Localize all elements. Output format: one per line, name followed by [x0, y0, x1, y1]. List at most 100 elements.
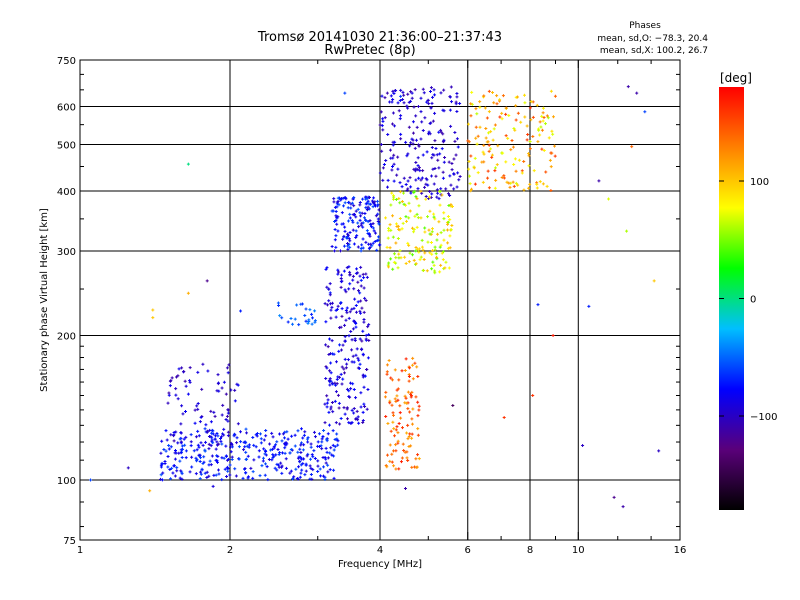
echo-point — [334, 234, 338, 238]
echo-point — [546, 116, 550, 120]
echo-point — [474, 125, 478, 129]
echo-point — [450, 205, 454, 209]
echo-point — [448, 174, 452, 178]
echo-point — [486, 169, 490, 173]
echo-point — [414, 195, 418, 199]
echo-point — [390, 168, 394, 172]
echo-point — [210, 454, 214, 458]
echo-point — [354, 229, 358, 233]
echo-point — [206, 369, 210, 373]
echo-point — [448, 108, 452, 112]
echo-point — [151, 316, 155, 320]
echo-point — [411, 142, 415, 146]
echo-point — [435, 188, 439, 192]
echo-point — [259, 437, 263, 441]
echo-point — [442, 160, 446, 164]
echo-point — [271, 435, 275, 439]
echo-point — [504, 160, 508, 164]
echo-point — [352, 411, 356, 415]
echo-point — [249, 466, 253, 470]
echo-point — [433, 217, 437, 221]
echo-point — [481, 150, 485, 154]
echo-point — [380, 124, 384, 128]
echo-point — [336, 196, 340, 200]
echo-point — [165, 438, 169, 442]
echo-point — [176, 441, 180, 445]
echo-point — [365, 367, 369, 371]
echo-point — [346, 247, 350, 251]
echo-point — [540, 128, 544, 132]
echo-point — [455, 91, 459, 95]
echo-point — [350, 307, 354, 311]
echo-point — [360, 306, 364, 310]
echo-point — [416, 414, 420, 418]
echo-point — [410, 422, 414, 426]
echo-point — [427, 102, 431, 106]
echo-point — [354, 353, 358, 357]
colorbar-label: [deg] — [720, 71, 752, 85]
echo-point — [327, 299, 331, 303]
echo-point — [198, 420, 202, 424]
echo-point — [426, 215, 430, 219]
echo-point — [424, 197, 428, 201]
echo-point — [419, 189, 423, 193]
echo-point — [399, 88, 403, 92]
echo-point — [236, 422, 240, 426]
echo-point — [332, 454, 336, 458]
echo-point — [397, 227, 401, 231]
echo-point — [520, 171, 524, 175]
echo-point — [446, 228, 450, 232]
echo-point — [326, 303, 330, 307]
echo-point — [410, 137, 414, 141]
echo-point — [481, 180, 485, 184]
echo-point — [449, 85, 453, 89]
echo-point — [304, 463, 308, 467]
echo-point — [230, 455, 234, 459]
echo-point — [398, 217, 402, 221]
echo-point — [391, 143, 395, 147]
echo-point — [272, 446, 276, 450]
echo-point — [528, 140, 532, 144]
echo-point — [549, 188, 553, 192]
echo-point — [244, 471, 248, 475]
echo-point — [199, 441, 203, 445]
echo-point — [348, 230, 352, 234]
echo-point — [486, 176, 490, 180]
echo-point — [406, 437, 410, 441]
echo-point — [411, 356, 415, 360]
echo-point — [442, 217, 446, 221]
echo-point — [482, 94, 486, 98]
echo-point — [342, 204, 346, 208]
echo-point — [377, 235, 381, 239]
echo-point — [226, 430, 230, 434]
echo-point — [419, 96, 423, 100]
echo-point — [126, 466, 130, 470]
echo-point — [363, 211, 367, 215]
echo-point — [183, 443, 187, 447]
y-tick-label: 600 — [57, 103, 76, 114]
echo-point — [441, 140, 445, 144]
echo-point — [376, 199, 380, 203]
echo-point — [349, 381, 353, 385]
echo-point — [159, 477, 163, 481]
echo-point — [512, 162, 516, 166]
echo-point — [536, 140, 540, 144]
echo-point — [553, 144, 557, 148]
echo-point — [424, 182, 428, 186]
echo-point — [621, 505, 625, 509]
echo-point — [243, 466, 247, 470]
echo-point — [415, 465, 419, 469]
echo-point — [333, 227, 337, 231]
echo-point — [267, 457, 271, 461]
echo-point — [429, 86, 433, 90]
echo-point — [399, 94, 403, 98]
echo-point — [262, 438, 266, 442]
echo-point — [410, 226, 414, 230]
y-tick-label: 200 — [57, 332, 76, 343]
echo-point — [258, 474, 262, 478]
echo-point — [396, 266, 400, 270]
echo-point — [371, 205, 375, 209]
x-tick-label: 6 — [465, 545, 471, 556]
echo-point — [269, 448, 273, 452]
echo-point — [207, 447, 211, 451]
